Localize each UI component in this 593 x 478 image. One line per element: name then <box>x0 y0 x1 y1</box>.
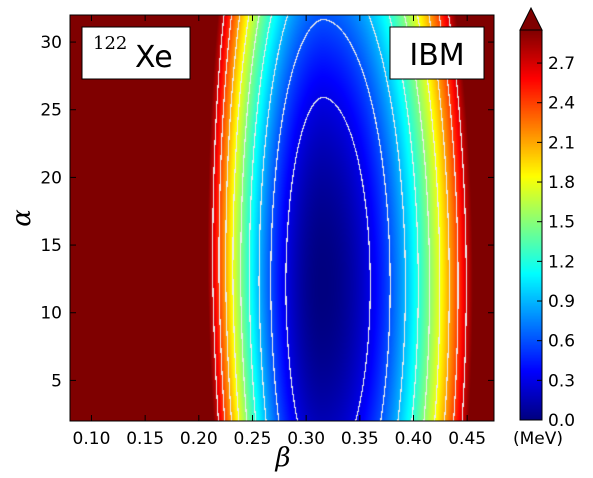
heatmap-surface <box>70 15 494 421</box>
y-tick-label: 10 <box>40 304 62 324</box>
y-tick-label: 25 <box>40 101 62 121</box>
x-axis-ticks: 0.10 0.15 0.20 0.25 0.30 0.35 0.40 0.45 <box>73 15 486 449</box>
colorbar-tick-label: 0.3 <box>548 371 575 391</box>
x-tick-label: 0.35 <box>341 429 379 449</box>
y-tick-label: 30 <box>40 33 62 53</box>
colorbar-tick-label: 1.5 <box>548 213 575 233</box>
x-tick-label: 0.40 <box>395 429 433 449</box>
x-tick-label: 0.10 <box>73 429 111 449</box>
x-tick-label: 0.25 <box>234 429 272 449</box>
colorbar-tick-label: 0.6 <box>548 332 575 352</box>
colorbar-tick-label: 0.0 <box>548 411 575 431</box>
x-tick-label: 0.15 <box>126 429 164 449</box>
y-axis-ticks: 5 10 15 20 25 30 <box>40 33 494 391</box>
model-label: IBM <box>409 38 464 73</box>
x-axis-label: β <box>274 443 290 473</box>
colorbar-tick-label: 0.9 <box>548 292 575 312</box>
colorbar-tick-label: 2.7 <box>548 54 575 74</box>
nucleus-mass-number: 122 <box>93 33 127 54</box>
y-axis-label: α <box>7 209 37 227</box>
colorbar-tick-label: 1.2 <box>548 252 575 272</box>
model-label-box: IBM <box>389 26 485 80</box>
colorbar-tick-label: 2.1 <box>548 133 575 153</box>
y-tick-label: 5 <box>51 371 62 391</box>
x-tick-label: 0.20 <box>180 429 218 449</box>
colorbar-tick-label: 2.4 <box>548 94 575 114</box>
colorbar-ticks: 0.0 0.3 0.6 0.9 1.2 1.5 1.8 2.1 2.4 2.7 <box>537 54 575 431</box>
colorbar-extend-arrow <box>519 6 543 31</box>
x-tick-label: 0.30 <box>287 429 325 449</box>
nucleus-label-box: 122 Xe <box>81 26 191 80</box>
colorbar-unit: (MeV) <box>513 429 563 449</box>
y-tick-label: 15 <box>40 236 62 256</box>
y-tick-label: 20 <box>40 168 62 188</box>
plot-frame <box>69 14 495 422</box>
nucleus-symbol: Xe <box>135 40 173 75</box>
colorbar-tick-label: 1.8 <box>548 173 575 193</box>
colorbar-gradient <box>520 30 542 420</box>
colorbar-frame <box>519 29 543 421</box>
x-tick-label: 0.45 <box>448 429 486 449</box>
